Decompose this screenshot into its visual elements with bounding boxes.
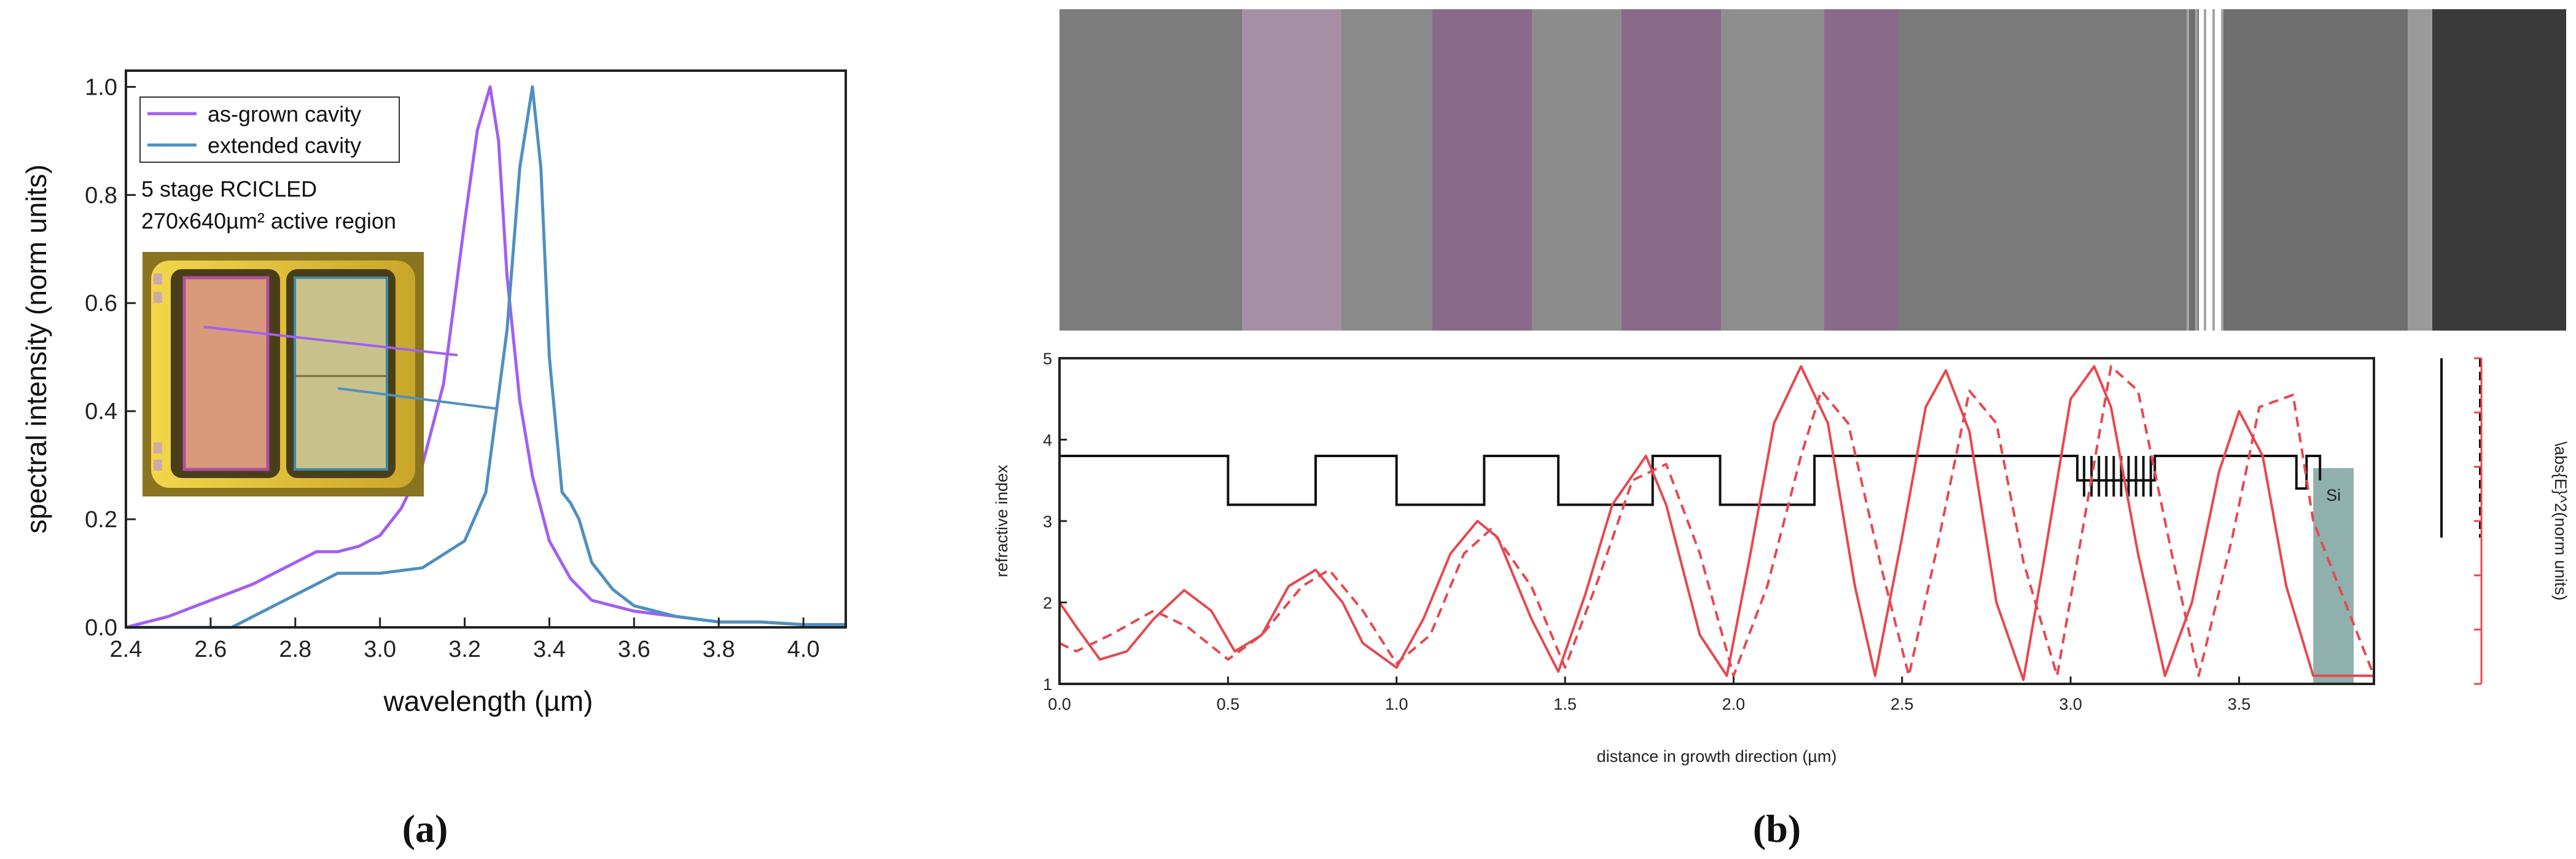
- sem-layer: [1341, 9, 1434, 331]
- sem-highlighted-layer: [1242, 9, 1341, 331]
- y-tick-label: 2: [1043, 594, 1052, 613]
- x-tick-label: 3.8: [703, 637, 735, 662]
- left-mesa-as-grown: [182, 276, 270, 471]
- y-axis-label-a: spectral intensity (norm units): [20, 165, 52, 534]
- plot-area-b: [1060, 358, 2374, 684]
- y-tick-label: 0.2: [85, 507, 117, 533]
- device-photo-inset: [142, 252, 424, 496]
- bond-pad: [154, 460, 162, 471]
- annotation-line-1: 5 stage RCICLED: [141, 176, 317, 202]
- sem-substrate: [2432, 9, 2566, 331]
- panel-b: Si 0.0 0.5 1.0 1.5 2.0 2.5 3.0 3.5 1 2 3 4 5 distanc…: [993, 9, 2570, 850]
- x-tick-label: 3.6: [618, 637, 650, 662]
- x-tick-label: 0.0: [1048, 695, 1071, 713]
- sem-micrograph: [1060, 9, 2566, 331]
- sem-highlighted-layer: [1622, 9, 1721, 331]
- refractive-index-profile: [1060, 455, 2322, 506]
- y-tick-label: 1.0: [85, 74, 117, 100]
- substrate-label: Si: [2326, 486, 2341, 504]
- sem-region: [1060, 9, 1244, 331]
- pointer-extended: [337, 387, 497, 410]
- x-tick-label: 4.0: [787, 637, 820, 662]
- x-axis-label-b: distance in growth direction (µm): [1597, 747, 1837, 766]
- series-line-1: [126, 85, 846, 629]
- x-axis-label-a: wavelength (µm): [383, 685, 593, 717]
- x-tick-label: 3.2: [448, 637, 481, 662]
- y-tick-label: 1: [1043, 675, 1052, 694]
- sem-layer: [1532, 9, 1622, 331]
- y-tick-label: 5: [1043, 350, 1052, 368]
- x-tick-label: 2.4: [110, 637, 142, 662]
- x-tick-label: 1.5: [1553, 695, 1577, 713]
- bond-pad: [154, 442, 162, 453]
- legend-label-as-grown: as-grown cavity: [208, 101, 361, 127]
- y-axis-label-right-b: \abs{E}^2(norm units): [2551, 442, 2570, 601]
- legend-label-extended: extended cavity: [208, 133, 361, 158]
- panel-label-a: (a): [402, 807, 448, 850]
- sem-layer: [1721, 9, 1825, 331]
- annotation-line-2: 270x640µm² active region: [141, 208, 396, 233]
- x-tick-label: 3.0: [364, 637, 396, 662]
- y-tick-label: 0.4: [85, 399, 117, 425]
- x-tick-label: 3.5: [2228, 695, 2251, 713]
- legend-a: as-grown cavity extended cavity: [139, 96, 400, 163]
- field-intensity-dashed: [1059, 365, 2375, 677]
- ticks-b: 0.0 0.5 1.0 1.5 2.0 2.5 3.0 3.5 1 2 3 4 5: [1043, 350, 2481, 713]
- y-axis-label-b: refractive index: [993, 465, 1011, 578]
- x-tick-label: 2.0: [1722, 695, 1746, 713]
- bond-pad: [154, 292, 162, 303]
- x-tick-label: 2.5: [1891, 695, 1914, 713]
- x-tick-label: 3.4: [533, 637, 566, 662]
- x-tick-label: 2.6: [194, 637, 227, 662]
- y-tick-label: 0.0: [85, 615, 117, 641]
- y-tick-label: 0.6: [85, 291, 117, 316]
- x-tick-label: 3.0: [2059, 695, 2082, 713]
- y-tick-label: 3: [1043, 512, 1052, 531]
- x-tick-label: 0.5: [1217, 695, 1240, 713]
- sem-layer: [1898, 9, 2187, 331]
- panel-label-b: (b): [1753, 807, 1801, 850]
- series-layer-a: [125, 85, 846, 629]
- y-tick-label: 0.8: [85, 182, 117, 208]
- panel-a-chart: 2.4 2.6 2.8 3.0 3.2 3.4 3.6 3.8 4.0 0.0 0.2 0.4 0.6 0…: [20, 69, 847, 850]
- field-intensity-solid: [1058, 365, 2374, 681]
- x-tick-label: 2.8: [279, 637, 311, 662]
- y-tick-label: 4: [1043, 431, 1052, 450]
- sem-grating-lines: [2187, 9, 2223, 331]
- sem-highlighted-layer: [1824, 9, 1898, 331]
- right-mesa-extended: [294, 277, 388, 471]
- x-tick-label: 1.0: [1385, 695, 1408, 713]
- series-layer-b: [1058, 365, 2375, 681]
- bond-pad: [154, 273, 162, 284]
- legend-box: [139, 96, 400, 163]
- pointer-as-grown: [203, 326, 458, 356]
- ticks-a: 2.4 2.6 2.8 3.0 3.2 3.4 3.6 3.8 4.0 0.0 0.2 0.4 0.6 0…: [85, 74, 819, 662]
- sem-highlighted-layer: [1432, 9, 1532, 331]
- sem-layer: [2223, 9, 2408, 331]
- sem-interface: [2408, 9, 2432, 331]
- series-line-0: [125, 85, 846, 629]
- plot-frame-a: [125, 69, 847, 629]
